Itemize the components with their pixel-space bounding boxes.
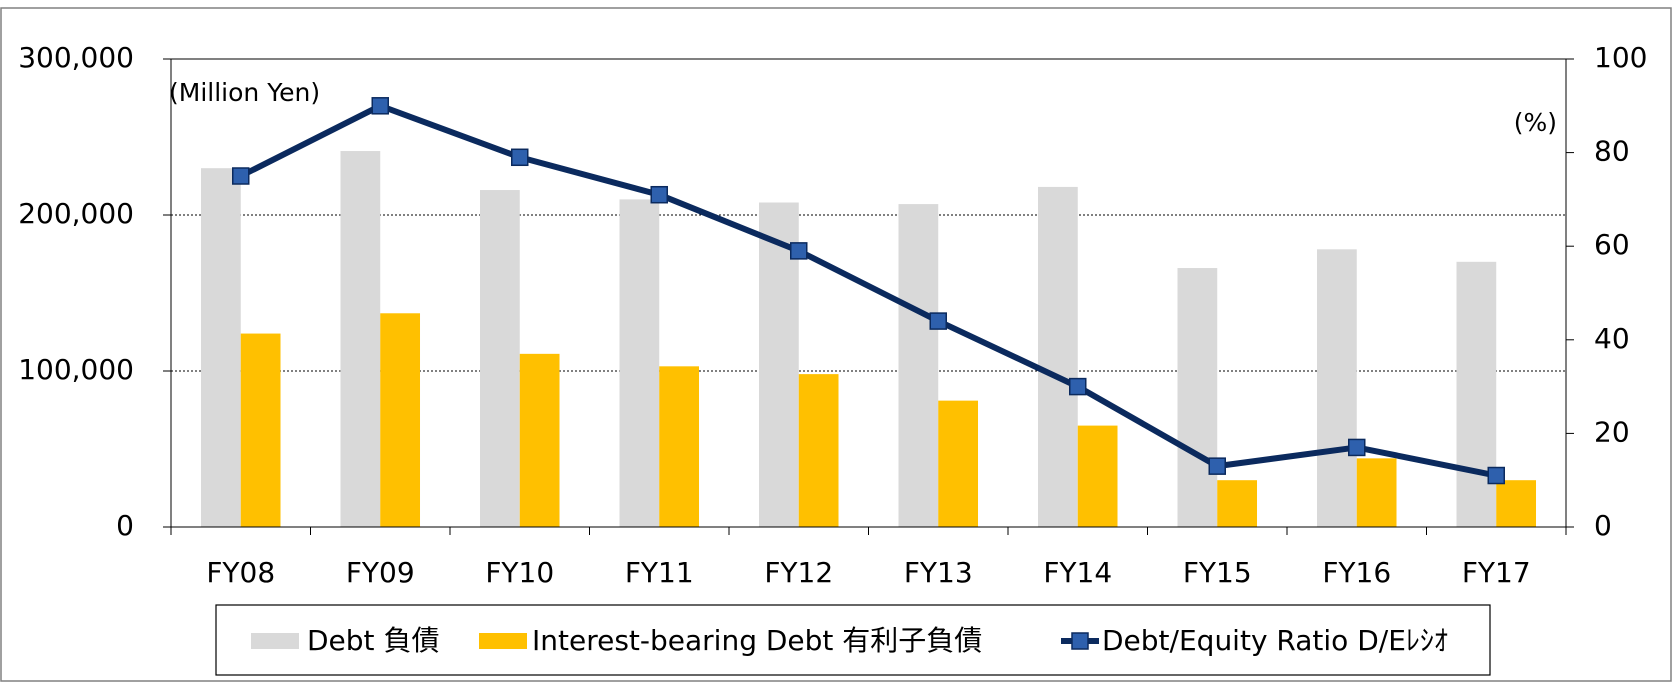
y-tick-label: 200,000 — [18, 197, 134, 230]
x-tick-label: FY14 — [1043, 556, 1112, 589]
x-tick-label: FY16 — [1322, 556, 1391, 589]
y-tick-label: 300,000 — [18, 41, 134, 74]
bar — [798, 374, 839, 527]
marker — [232, 167, 250, 185]
marker — [371, 97, 389, 115]
x-tick-label: FY15 — [1183, 556, 1252, 589]
bar — [619, 199, 660, 527]
bar — [200, 168, 241, 527]
y2-tick-label: 80 — [1594, 135, 1630, 168]
x-tick-label: FY13 — [904, 556, 973, 589]
x-tick-label: FY09 — [346, 556, 415, 589]
legend-items: Debt 負債 Interest-bearing Debt 有利子負債 Debt/E… — [251, 624, 1448, 657]
bar — [1037, 186, 1078, 528]
bar — [340, 151, 381, 528]
bar — [1316, 249, 1357, 527]
bar — [1496, 480, 1537, 527]
legend-label: Debt 負債 — [307, 624, 439, 657]
bar — [898, 204, 939, 527]
legend-swatch — [251, 633, 299, 649]
legend-swatch — [479, 633, 527, 649]
marker — [1348, 438, 1366, 457]
line — [239, 102, 1497, 479]
bar — [240, 333, 281, 527]
chart-border — [0, 7, 1672, 682]
legend — [215, 604, 1491, 676]
bar — [1217, 480, 1258, 527]
bar — [380, 313, 421, 527]
y2-tick-label: 60 — [1594, 228, 1630, 261]
y-unit-label: (Million Yen) — [169, 78, 320, 107]
bar — [1356, 458, 1397, 527]
y-tick-label: 0 — [116, 509, 134, 542]
marker — [650, 185, 668, 204]
marker — [1069, 377, 1087, 396]
legend-label: Interest-bearing Debt 有利子負債 — [532, 624, 982, 657]
legend-label: Debt/Equity Ratio D/Eﾚｼｵ — [1102, 624, 1448, 657]
bar — [1077, 425, 1118, 527]
y-tick-label: 100,000 — [18, 353, 134, 386]
x-tick-label: FY17 — [1462, 556, 1531, 589]
y2-tick-label: 20 — [1594, 415, 1630, 448]
y2-tick-label: 100 — [1594, 41, 1647, 74]
marker — [790, 242, 808, 260]
bar — [519, 353, 560, 527]
marker — [511, 148, 529, 167]
marker — [1208, 457, 1226, 475]
x-tick-label: FY10 — [485, 556, 554, 589]
legend-swatch-marker — [1071, 632, 1089, 650]
y2-unit-label: (%) — [1514, 108, 1557, 137]
x-tick-label: FY12 — [764, 556, 833, 589]
marker — [1487, 466, 1505, 485]
x-tick-label: FY11 — [625, 556, 694, 589]
y2-tick-label: 0 — [1594, 509, 1612, 542]
bar — [659, 366, 700, 527]
marker — [929, 312, 947, 330]
bar — [1177, 268, 1218, 527]
x-tick-label: FY08 — [206, 556, 275, 589]
bar — [1456, 261, 1497, 527]
bar — [938, 400, 979, 527]
y2-tick-label: 40 — [1594, 322, 1630, 355]
bar — [479, 190, 520, 528]
